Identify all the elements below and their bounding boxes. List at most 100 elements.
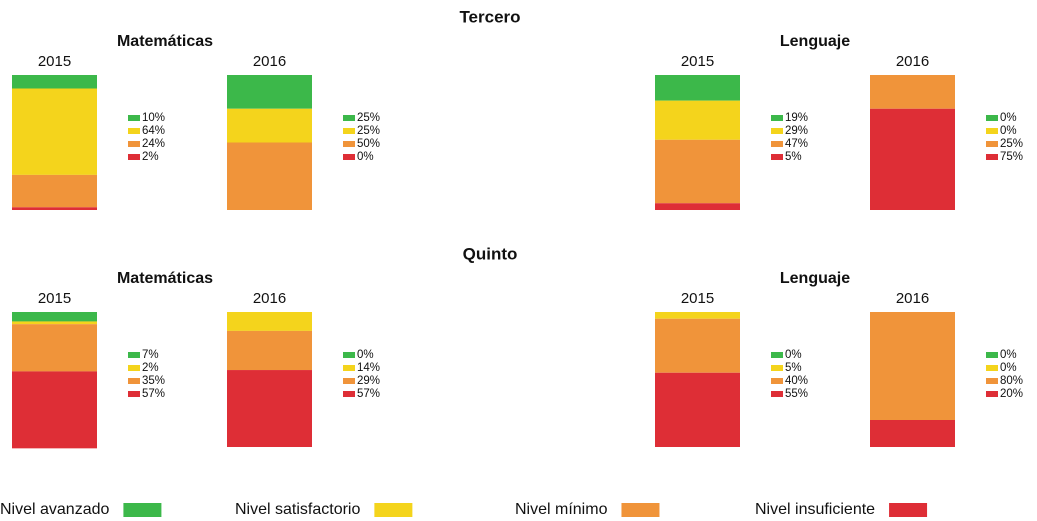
value-label: 2% (142, 151, 159, 163)
bar-segment (12, 88, 97, 175)
legend-label: Nivel mínimo (515, 501, 608, 518)
year-label: 2015 (681, 290, 714, 307)
label-swatch (771, 128, 783, 134)
value-label: 50% (357, 138, 380, 150)
label-swatch (343, 365, 355, 371)
value-label: 7% (142, 349, 159, 361)
bar-segment (655, 203, 740, 210)
label-swatch (343, 141, 355, 147)
bar-segment (227, 142, 312, 210)
legend-label: Nivel insuficiente (755, 501, 875, 518)
year-label: 2016 (253, 53, 286, 70)
bar-segment (12, 324, 97, 372)
label-swatch (343, 391, 355, 397)
label-swatch (771, 154, 783, 160)
bar-segment (227, 370, 312, 447)
value-label: 75% (1000, 151, 1023, 163)
label-swatch (128, 141, 140, 147)
label-swatch (986, 115, 998, 121)
bar-segment (655, 75, 740, 101)
bar-segment (12, 75, 97, 89)
year-label: 2016 (253, 290, 286, 307)
value-label: 40% (785, 375, 808, 387)
label-swatch (128, 128, 140, 134)
label-swatch (343, 154, 355, 160)
bar-segment (870, 75, 955, 109)
label-swatch (343, 128, 355, 134)
value-label: 57% (142, 388, 165, 400)
legend-label: Nivel avanzado (0, 501, 110, 518)
bar-segment (870, 420, 955, 447)
value-label: 29% (357, 375, 380, 387)
label-swatch (128, 378, 140, 384)
value-label: 25% (357, 112, 380, 124)
value-label: 5% (785, 362, 802, 374)
value-label: 25% (1000, 138, 1023, 150)
value-label: 2% (142, 362, 159, 374)
bar-segment (12, 371, 97, 449)
value-label: 47% (785, 138, 808, 150)
value-label: 14% (357, 362, 380, 374)
panel-title: Matemáticas (117, 270, 213, 287)
bar-segment (870, 108, 955, 210)
bar-segment (655, 312, 740, 319)
value-label: 5% (785, 151, 802, 163)
value-label: 29% (785, 125, 808, 137)
year-label: 2016 (896, 53, 929, 70)
year-label: 2015 (38, 290, 71, 307)
bar-segment (227, 108, 312, 143)
value-label: 64% (142, 125, 165, 137)
label-swatch (771, 115, 783, 121)
year-label: 2015 (681, 53, 714, 70)
label-swatch (128, 365, 140, 371)
label-swatch (986, 391, 998, 397)
value-label: 19% (785, 112, 808, 124)
label-swatch (128, 391, 140, 397)
label-swatch (343, 115, 355, 121)
bar-segment (12, 321, 97, 325)
value-label: 25% (357, 125, 380, 137)
value-label: 55% (785, 388, 808, 400)
bar-segment (227, 312, 312, 331)
label-swatch (986, 352, 998, 358)
label-swatch (128, 352, 140, 358)
label-swatch (343, 352, 355, 358)
value-label: 0% (785, 349, 802, 361)
bar-segment (12, 174, 97, 208)
bar-segment (870, 312, 955, 420)
label-swatch (771, 391, 783, 397)
bar-segment (227, 75, 312, 109)
label-swatch (986, 154, 998, 160)
label-swatch (771, 141, 783, 147)
value-label: 24% (142, 138, 165, 150)
group-title: Quinto (463, 244, 518, 263)
value-label: 57% (357, 388, 380, 400)
label-swatch (128, 154, 140, 160)
legend-label: Nivel satisfactorio (235, 501, 360, 518)
bar-segment (655, 139, 740, 204)
bar-segment (227, 330, 312, 371)
label-swatch (986, 378, 998, 384)
value-label: 80% (1000, 375, 1023, 387)
group-title: Tercero (459, 7, 520, 26)
label-swatch (771, 352, 783, 358)
value-label: 0% (1000, 362, 1017, 374)
bar-segment (12, 207, 97, 210)
label-swatch (771, 365, 783, 371)
value-label: 20% (1000, 388, 1023, 400)
bar-segment (655, 100, 740, 140)
value-label: 0% (1000, 112, 1017, 124)
panel-title: Matemáticas (117, 33, 213, 50)
value-label: 0% (357, 151, 374, 163)
legend-swatch (374, 503, 413, 517)
panel-title: Lenguaje (780, 33, 850, 50)
legend-swatch (123, 503, 162, 517)
value-label: 0% (1000, 349, 1017, 361)
label-swatch (986, 365, 998, 371)
legend-swatch (621, 503, 660, 517)
legend-swatch (889, 503, 928, 517)
value-label: 10% (142, 112, 165, 124)
bar-segment (655, 318, 740, 373)
label-swatch (986, 128, 998, 134)
